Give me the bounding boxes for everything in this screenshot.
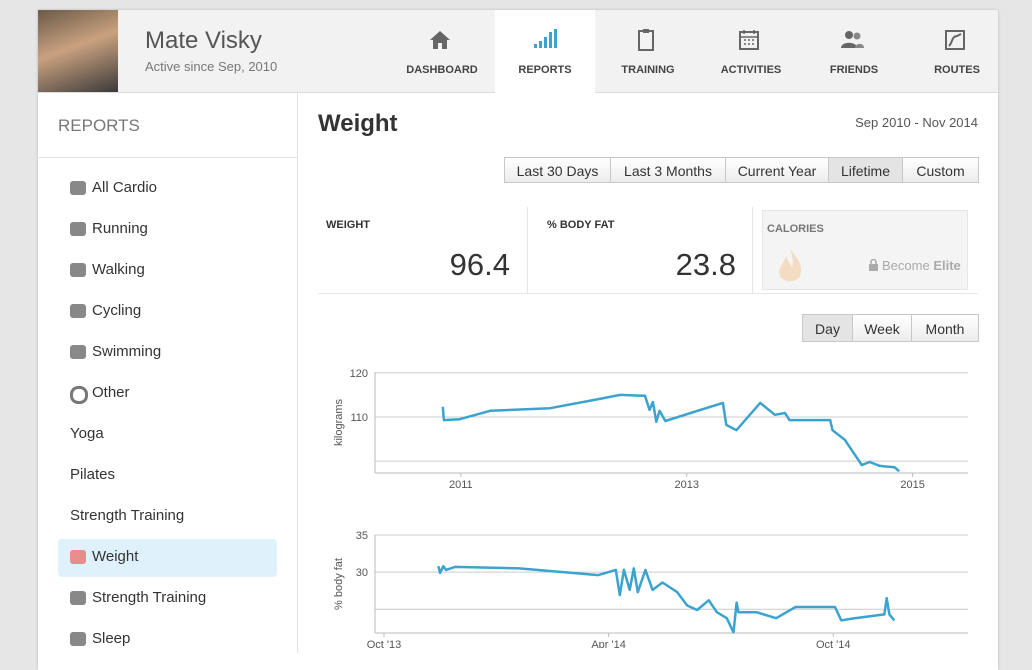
- date-range: Sep 2010 - Nov 2014: [855, 115, 978, 130]
- lock-icon: [869, 259, 878, 271]
- nav-label: DASHBOARD: [406, 64, 478, 76]
- y-tick-label: 110: [350, 412, 368, 424]
- nav-icon: [739, 30, 759, 50]
- nav-icon: [945, 30, 965, 50]
- lock-text: Become: [882, 258, 930, 273]
- range-button[interactable]: Current Year: [725, 157, 829, 183]
- nav-tab[interactable]: TRAINING: [598, 10, 698, 92]
- y-axis-label: % body fat: [333, 558, 345, 610]
- stat-value: 96.4: [449, 247, 510, 282]
- nav-label: TRAINING: [621, 64, 675, 76]
- y-tick-label: 120: [350, 368, 368, 380]
- item-icon: [70, 591, 86, 605]
- nav-tab[interactable]: FRIENDS: [804, 10, 904, 92]
- divider: [752, 207, 753, 293]
- item-icon: [70, 304, 86, 318]
- page-title: Weight: [318, 110, 398, 137]
- range-button[interactable]: Lifetime: [828, 157, 903, 183]
- y-axis-label: kilograms: [333, 398, 345, 446]
- sidebar-item[interactable]: Walking: [92, 261, 145, 278]
- x-tick-label: 2011: [449, 479, 473, 491]
- charts: 110 120 2011 2013 2015 kilograms 30 35 Oct '13 Ap…: [333, 368, 968, 648]
- nav-icon: [841, 31, 864, 48]
- lock-strong: Elite: [933, 258, 961, 273]
- nav-tab[interactable]: ROUTES: [907, 10, 1007, 92]
- sidebar-item[interactable]: Running: [92, 220, 148, 237]
- stat-value: 23.8: [675, 247, 736, 282]
- item-icon: [70, 263, 86, 277]
- nav-label: ACTIVITIES: [720, 64, 782, 76]
- sidebar-item[interactable]: Pilates: [70, 466, 116, 483]
- stat-label: WEIGHT: [326, 219, 370, 231]
- item-icon: [70, 386, 88, 404]
- y-tick-label: 30: [356, 567, 368, 579]
- sidebar-item[interactable]: All Cardio: [92, 179, 158, 196]
- sidebar-item[interactable]: Yoga: [70, 425, 104, 442]
- x-tick-label: 2015: [900, 479, 924, 491]
- nav-tab[interactable]: ACTIVITIES: [701, 10, 801, 92]
- divider: [38, 157, 297, 158]
- range-button[interactable]: Custom: [902, 157, 979, 183]
- x-tick-label: Oct '13: [367, 639, 402, 648]
- period-button[interactable]: Day: [802, 314, 853, 342]
- nav-icon: [534, 29, 557, 48]
- stat-label: % BODY FAT: [547, 219, 615, 231]
- stats-row: [318, 207, 978, 294]
- nav-tab[interactable]: REPORTS: [495, 10, 595, 93]
- divider: [527, 207, 528, 293]
- data-line: [441, 393, 900, 473]
- lock-text: Become Elite: [882, 258, 961, 273]
- nav-label: REPORTS: [518, 64, 572, 76]
- selected-bg: [58, 539, 277, 577]
- calories-label: CALORIES: [767, 223, 824, 235]
- item-icon: [70, 345, 86, 359]
- sidebar-item[interactable]: Other: [92, 384, 130, 401]
- item-icon: [70, 222, 86, 236]
- nav-label: FRIENDS: [829, 64, 879, 76]
- sidebar-item[interactable]: Strength Training: [70, 507, 185, 524]
- sidebar-item[interactable]: Strength Training: [92, 589, 207, 606]
- avatar: [38, 10, 118, 92]
- sidebar-title: REPORTS: [58, 116, 140, 135]
- x-tick-label: 2013: [675, 479, 699, 491]
- nav-icon: [430, 31, 450, 49]
- sidebar-item[interactable]: Sleep: [92, 630, 131, 647]
- x-tick-label: Oct '14: [816, 639, 851, 648]
- sidebar-item[interactable]: Cycling: [92, 302, 142, 319]
- sidebar-item[interactable]: Swimming: [92, 343, 162, 360]
- flame-icon: [779, 248, 802, 282]
- range-button[interactable]: Last 30 Days: [504, 157, 611, 183]
- user-name: Mate Visky: [145, 27, 262, 54]
- sidebar-item[interactable]: Weight: [92, 548, 139, 565]
- period-button[interactable]: Week: [852, 314, 912, 342]
- nav-icon: [638, 29, 654, 51]
- x-tick-label: Apr '14: [591, 639, 626, 648]
- y-tick-label: 35: [356, 530, 368, 542]
- item-icon: [70, 632, 86, 646]
- range-button[interactable]: Last 3 Months: [610, 157, 726, 183]
- period-button[interactable]: Month: [911, 314, 979, 342]
- nav-tab[interactable]: DASHBOARD: [392, 10, 492, 92]
- item-icon: [70, 181, 86, 195]
- page: Mate Visky Active since Sep, 2010 DASHBO…: [38, 10, 1007, 670]
- data-line: [437, 564, 896, 634]
- user-subtitle: Active since Sep, 2010: [145, 59, 278, 74]
- item-icon: [70, 550, 86, 564]
- nav-label: ROUTES: [934, 64, 980, 76]
